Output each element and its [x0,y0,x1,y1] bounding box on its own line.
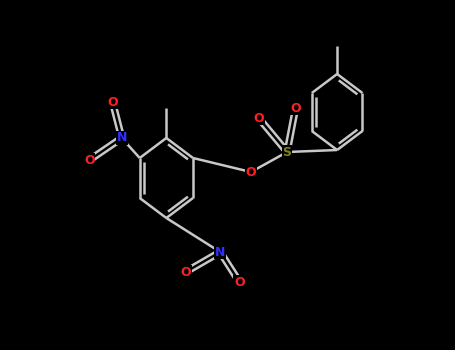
Text: N: N [116,132,127,145]
Text: O: O [107,96,118,108]
Text: S: S [283,146,292,159]
Text: O: O [180,266,191,279]
Text: O: O [84,154,95,167]
Text: O: O [234,275,245,288]
Text: O: O [290,102,301,114]
Text: O: O [246,166,256,178]
Text: O: O [253,112,264,125]
Text: N: N [215,245,225,259]
